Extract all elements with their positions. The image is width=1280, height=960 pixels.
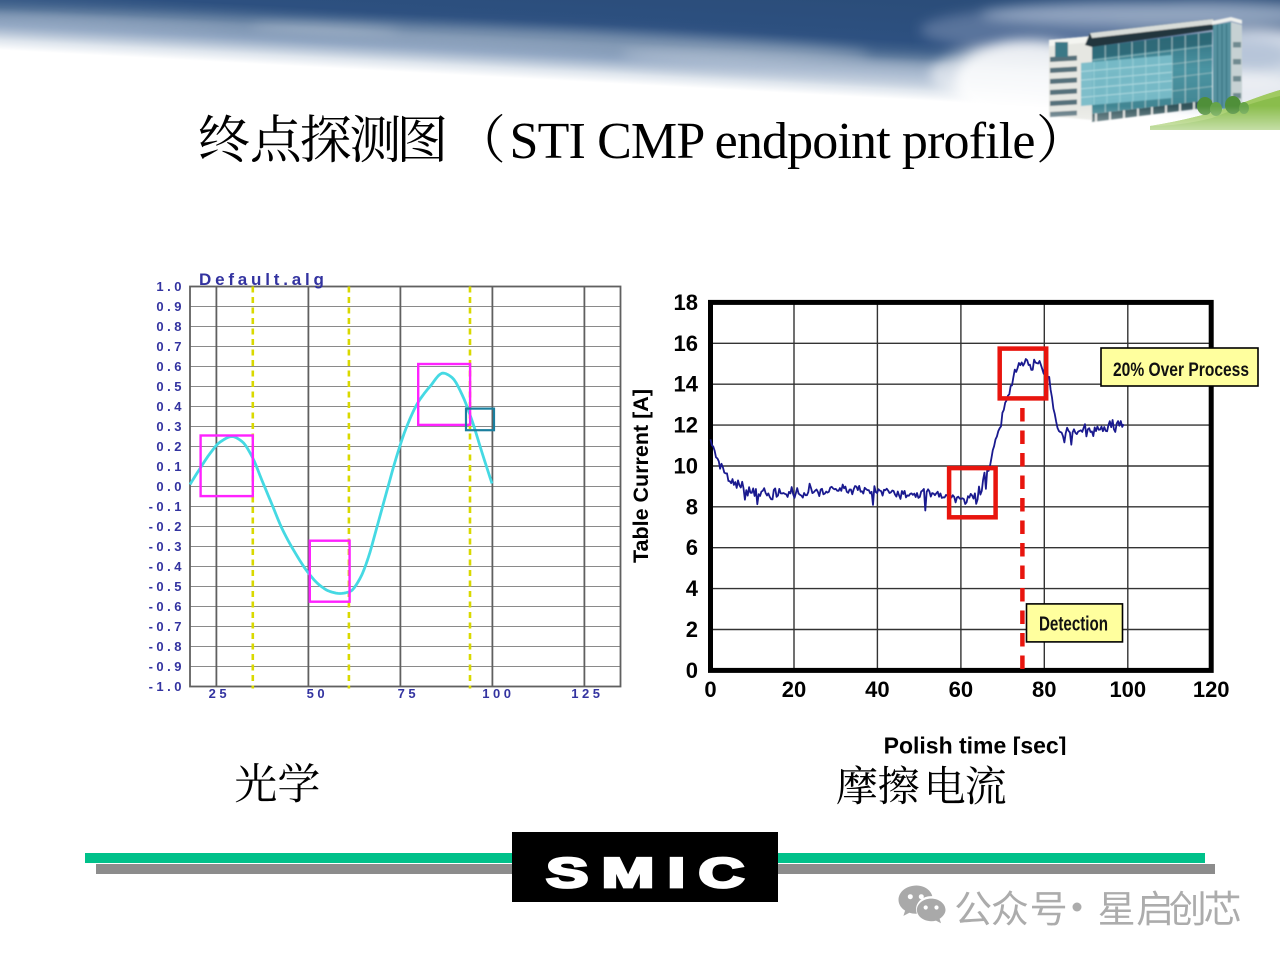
svg-text:-1.0: -1.0 xyxy=(149,679,185,694)
svg-text:Polish time [sec]: Polish time [sec] xyxy=(884,733,1067,756)
svg-text:0.3: 0.3 xyxy=(156,419,185,434)
svg-text:4: 4 xyxy=(686,576,699,601)
svg-text:0.6: 0.6 xyxy=(156,359,185,374)
svg-text:0: 0 xyxy=(686,658,698,683)
svg-text:80: 80 xyxy=(1032,677,1056,702)
svg-text:-0.2: -0.2 xyxy=(149,519,185,534)
svg-text:20% Over Process: 20% Over Process xyxy=(1113,359,1249,381)
svg-text:0.0: 0.0 xyxy=(156,479,185,494)
svg-text:Default.alg: Default.alg xyxy=(199,270,328,289)
svg-text:-0.3: -0.3 xyxy=(149,539,185,554)
svg-text:18: 18 xyxy=(674,290,698,315)
svg-text:40: 40 xyxy=(865,677,889,702)
svg-text:20: 20 xyxy=(782,677,806,702)
svg-text:-0.9: -0.9 xyxy=(149,659,185,674)
svg-text:100: 100 xyxy=(482,686,514,701)
svg-text:6: 6 xyxy=(686,535,698,560)
svg-text:-0.1: -0.1 xyxy=(149,499,185,514)
svg-text:0.9: 0.9 xyxy=(156,299,185,314)
svg-text:12: 12 xyxy=(674,413,698,438)
svg-text:75: 75 xyxy=(398,686,419,701)
svg-text:Table Current [A]: Table Current [A] xyxy=(629,389,653,563)
svg-text:-0.7: -0.7 xyxy=(149,619,185,634)
svg-text:14: 14 xyxy=(674,372,699,397)
svg-text:-0.5: -0.5 xyxy=(149,579,185,594)
svg-text:0.4: 0.4 xyxy=(156,399,185,414)
svg-text:10: 10 xyxy=(674,454,698,479)
svg-text:0: 0 xyxy=(704,677,716,702)
svg-text:100: 100 xyxy=(1109,677,1146,702)
svg-text:60: 60 xyxy=(949,677,973,702)
svg-text:0.5: 0.5 xyxy=(156,379,185,394)
svg-text:16: 16 xyxy=(674,331,698,356)
svg-text:-0.8: -0.8 xyxy=(149,639,185,654)
svg-text:0.1: 0.1 xyxy=(156,459,185,474)
svg-text:SMIC: SMIC xyxy=(546,850,757,896)
svg-text:50: 50 xyxy=(307,686,328,701)
svg-text:0.8: 0.8 xyxy=(156,319,185,334)
svg-text:0.7: 0.7 xyxy=(156,339,185,354)
svg-text:0.2: 0.2 xyxy=(156,439,185,454)
svg-text:125: 125 xyxy=(571,686,603,701)
svg-text:8: 8 xyxy=(686,494,698,519)
svg-text:1.0: 1.0 xyxy=(156,279,185,294)
svg-text:120: 120 xyxy=(1193,677,1230,702)
svg-text:-0.4: -0.4 xyxy=(149,559,185,574)
svg-text:Detection: Detection xyxy=(1039,614,1108,636)
svg-text:25: 25 xyxy=(209,686,230,701)
svg-text:-0.6: -0.6 xyxy=(149,599,185,614)
svg-text:2: 2 xyxy=(686,617,698,642)
